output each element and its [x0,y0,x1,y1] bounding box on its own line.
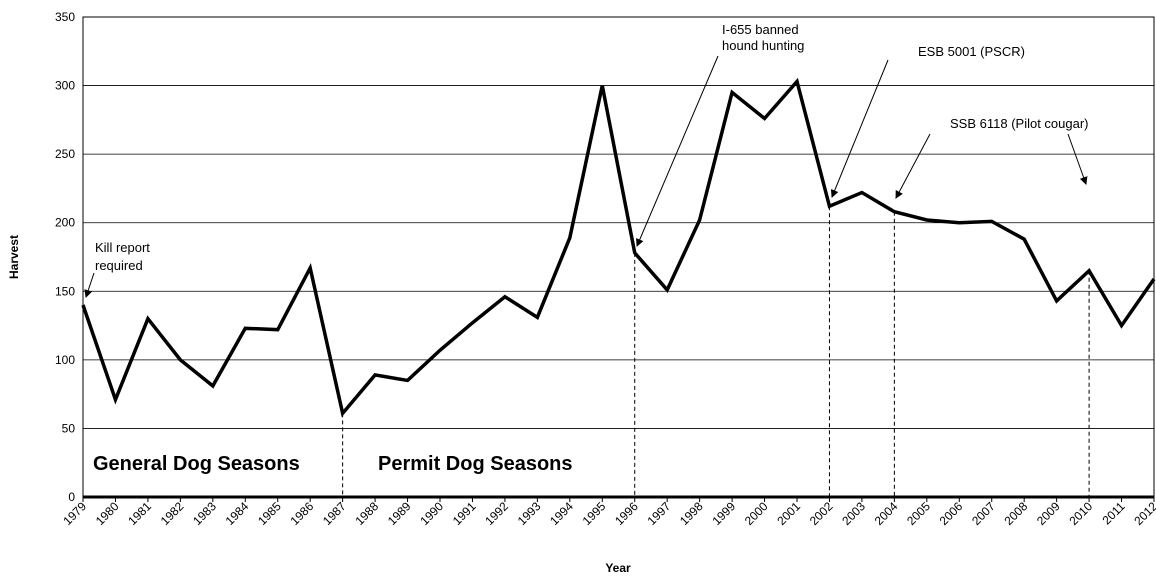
x-tick-label: 1986 [288,499,317,528]
x-tick-label: 2002 [807,499,836,528]
x-tick-label: 2004 [872,499,901,528]
arrows [84,55,1088,298]
x-tick-label: 1997 [645,499,674,528]
x-tick-label: 1990 [417,499,446,528]
x-tick-label: 2012 [1131,499,1156,528]
x-tick-label: 1999 [709,499,738,528]
x-tick-label: 2006 [937,499,966,528]
x-tick-label: 1985 [255,499,284,528]
y-axis-title: Harvest [7,235,21,279]
x-tick-label: 2008 [1002,499,1031,528]
x-tick-label: 2007 [969,499,998,528]
x-tick-label: 1983 [190,499,219,528]
x-tick-label: 1979 [60,499,89,528]
annotation: Permit Dog Seasons [378,453,573,475]
x-tick-label: 1987 [320,499,349,528]
y-tick-label: 0 [68,490,75,504]
x-tick-label: 1982 [158,499,187,528]
x-tick-label: 2003 [839,499,868,528]
x-tick-label: 1993 [515,499,544,528]
y-tick-label: 250 [55,147,75,161]
x-tick-label: 1989 [385,499,414,528]
x-axis-title: Year [605,561,631,575]
y-tick-label: 200 [55,216,75,230]
y-tick-label: 100 [55,353,75,367]
x-tick-label: 1991 [450,499,479,528]
annotation: SSB 6118 (Pilot cougar) [950,116,1089,131]
annotation: required [95,258,143,273]
line [81,77,1156,418]
annotation: I-655 banned [722,22,799,37]
x-tick-label: 1995 [580,499,609,528]
arrow [636,55,719,247]
annotation: ESB 5001 (PSCR) [918,44,1025,59]
x-tick-label: 2000 [742,499,771,528]
x-tick-label: 1994 [547,499,576,528]
x-tick-label: 1980 [93,499,122,528]
x-tick-label: 2010 [1066,499,1095,528]
x-tick-label: 1981 [125,499,154,528]
arrow [1067,133,1088,185]
x-tick-label: 1996 [612,499,641,528]
plot-border [82,16,1155,498]
x-tick-label: 1992 [482,499,511,528]
x-tick-label: 1984 [223,499,252,528]
y-tick-label: 50 [62,421,76,435]
x-tick-label: 2011 [1100,499,1128,527]
x-tick-label: 2001 [774,499,803,528]
y-tick-label: 150 [55,284,75,298]
arrow [830,59,889,198]
arrow [84,272,95,298]
x-tick-label: 2005 [904,499,933,528]
arrow [895,133,931,199]
annotation: hound hunting [722,38,804,53]
y-tick-label: 300 [55,79,75,93]
y-tick-label: 350 [55,10,75,24]
x-tick-label: 1988 [352,499,381,528]
annotation: Kill report [95,240,150,255]
annotation: General Dog Seasons [93,453,300,475]
x-tick-label: 1998 [677,499,706,528]
x-tick-label: 2009 [1034,499,1063,528]
